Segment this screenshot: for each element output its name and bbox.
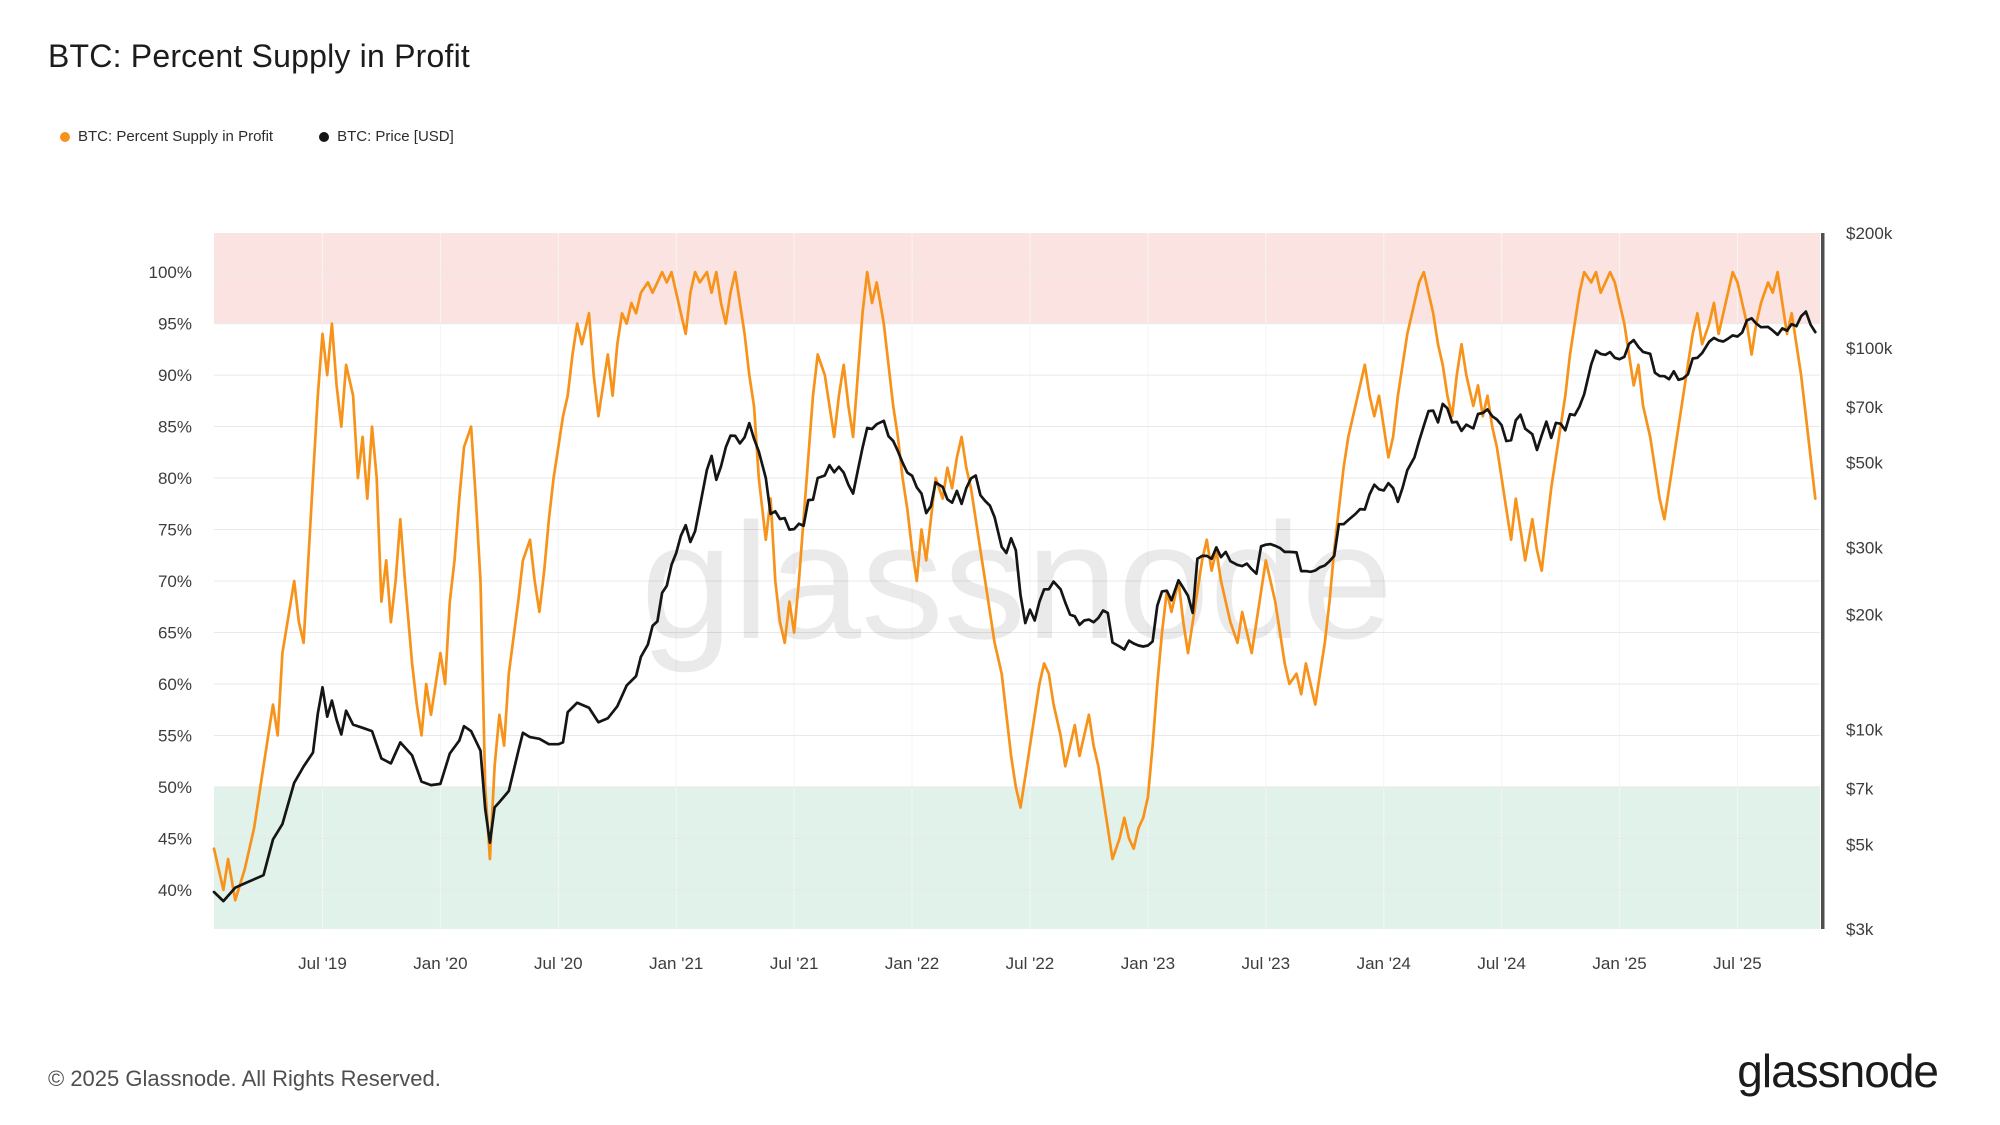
x-axis-tick-label: Jan '22	[885, 954, 939, 973]
left-axis-tick-label: 90%	[158, 366, 192, 385]
right-axis-tick-label: $5k	[1846, 835, 1874, 854]
left-axis-tick-label: 65%	[158, 623, 192, 642]
x-axis-tick-label: Jan '20	[413, 954, 467, 973]
glassnode-watermark: glassnode	[641, 489, 1393, 673]
legend-label-price: BTC: Price [USD]	[337, 128, 454, 145]
copyright-text: © 2025 Glassnode. All Rights Reserved.	[48, 1066, 441, 1091]
right-axis-tick-label: $30k	[1846, 538, 1883, 557]
left-axis-tick-label: 75%	[158, 521, 192, 540]
chart-legend: BTC: Percent Supply in Profit BTC: Price…	[60, 128, 454, 145]
x-axis-tick-label: Jan '23	[1121, 954, 1175, 973]
bands-layer	[214, 233, 1820, 929]
page-title: BTC: Percent Supply in Profit	[48, 38, 470, 74]
left-axis-tick-label: 40%	[158, 881, 192, 900]
x-axis-tick-label: Jul '19	[298, 954, 347, 973]
legend-item-price[interactable]: BTC: Price [USD]	[319, 128, 454, 145]
axes-layer: 40% 45% 50% 55% 60% 65% 70% 75% 80% 85% 90% 95% 100%…	[149, 224, 1893, 973]
x-axis-tick-label: Jul '22	[1006, 954, 1055, 973]
legend-label-supply: BTC: Percent Supply in Profit	[78, 128, 274, 145]
left-axis-tick-label: 60%	[158, 675, 192, 694]
series-layer	[212, 270, 1817, 903]
x-axis-tick-label: Jul '25	[1713, 954, 1762, 973]
x-axis-tick-label: Jul '23	[1241, 954, 1290, 973]
x-axis-tick-label: Jul '21	[770, 954, 819, 973]
x-axis-tick-label: Jan '21	[649, 954, 703, 973]
band-capitulation	[214, 786, 1820, 929]
right-axis-tick-label: $50k	[1846, 454, 1883, 473]
series-line-price[interactable]	[212, 310, 1817, 903]
right-axis-line	[1821, 233, 1825, 929]
glassnode-logo: glassnode	[1737, 1045, 1939, 1097]
right-axis-tick-label: $7k	[1846, 780, 1874, 799]
left-axis-tick-label: 55%	[158, 726, 192, 745]
legend-dot-price-icon	[319, 131, 330, 142]
x-axis-tick-label: Jul '20	[534, 954, 583, 973]
right-axis-tick-label: $3k	[1846, 920, 1874, 939]
right-axis-tick-label: $100k	[1846, 339, 1893, 358]
x-axis-tick-label: Jul '24	[1477, 954, 1526, 973]
left-axis-tick-label: 95%	[158, 315, 192, 334]
band-overheated	[214, 233, 1820, 324]
right-axis-tick-label: $70k	[1846, 398, 1883, 417]
legend-dot-supply-icon	[60, 131, 70, 142]
series-line-supply-in-profit[interactable]	[212, 270, 1817, 902]
right-axis-tick-label: $10k	[1846, 720, 1883, 739]
left-axis-tick-label: 45%	[158, 829, 192, 848]
watermark-layer: glassnode	[641, 489, 1393, 673]
left-axis-tick-label: 80%	[158, 469, 192, 488]
right-axis-tick-label: $20k	[1846, 606, 1883, 625]
x-axis-tick-label: Jan '25	[1592, 954, 1646, 973]
left-axis-tick-label: 100%	[149, 263, 192, 282]
left-axis-tick-label: 70%	[158, 572, 192, 591]
x-axis-tick-label: Jan '24	[1357, 954, 1411, 973]
legend-item-supply-in-profit[interactable]: BTC: Percent Supply in Profit	[60, 128, 273, 145]
left-axis-tick-label: 50%	[158, 778, 192, 797]
left-axis-tick-label: 85%	[158, 418, 192, 437]
right-axis-tick-label: $200k	[1846, 224, 1893, 243]
